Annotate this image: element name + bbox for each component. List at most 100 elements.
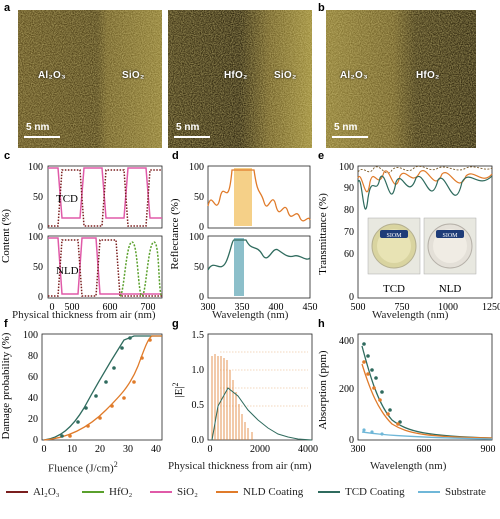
h-nld-fit	[361, 363, 493, 439]
h-xtick-600: 600	[417, 444, 432, 455]
h-ytick-200: 200	[339, 384, 354, 395]
tem-image-al2o3-hfo2: Al₂O₃ HfO₂ 5 nm	[326, 10, 476, 148]
g-ytick-0-5: 0.5	[192, 400, 205, 411]
f-xtick-10: 10	[67, 444, 77, 455]
legend-swatch-tcd	[318, 491, 340, 493]
f-ytick-40: 40	[28, 393, 38, 404]
f-tcd-points	[60, 336, 132, 438]
legend-swatch-hfo2	[82, 491, 104, 493]
legend-label-hfo2: HfO₂	[109, 486, 133, 498]
chart-reflectance: Reflectance (%) 100 50 0 100 50 0 300 35…	[169, 162, 318, 313]
c-xtick-700: 700	[141, 302, 156, 313]
c-ytick-bottom-100: 100	[28, 232, 43, 243]
tem3-left-label: Al₂O₃	[340, 70, 368, 81]
c-ytick-bottom-50: 50	[33, 262, 43, 273]
tem-image-al2o3-sio2: Al₂O₃ SiO₂ 5 nm	[18, 10, 162, 148]
panel-label-c: c	[4, 150, 11, 162]
g-guide-lines	[220, 351, 308, 407]
tem2-scale-bar	[174, 136, 210, 138]
f-xtick-40: 40	[151, 444, 161, 455]
c-ytick-top-0: 0	[38, 222, 43, 233]
f-ylabel: Damage probability (%)	[0, 332, 12, 439]
figure-legend: Al₂O₃ HfO₂ SiO₂ NLD Coating TCD Coating …	[0, 478, 500, 508]
d-ylabel: Reflectance (%)	[169, 198, 181, 269]
panel-label-e: e	[318, 150, 325, 162]
c-xtick-500: 500	[65, 302, 80, 313]
h-substrate-points	[362, 428, 384, 436]
c-ytick-bottom-0: 0	[38, 292, 43, 303]
legend-swatch-substrate	[418, 491, 440, 493]
chart-electric-field: |E|2 1.5 1.0 0.5 0.0 0 2000 4000	[171, 330, 318, 455]
c-top-sio2-line	[48, 167, 162, 219]
g-tcd-envelope	[211, 387, 313, 441]
e-frame	[357, 165, 493, 299]
legend-swatch-sio2	[150, 491, 172, 493]
f-ytick-80: 80	[28, 351, 38, 362]
legend-item-hfo2: HfO₂	[82, 486, 132, 498]
tem3-right-label: HfO₂	[416, 70, 440, 81]
d-ytick-top-50: 50	[194, 192, 204, 203]
e-ytick-90: 90	[344, 183, 354, 194]
c-ytick-top-100: 100	[28, 162, 43, 173]
e-xtick-1000: 1000	[438, 302, 458, 313]
e-photo-label-tcd: TCD	[383, 283, 405, 295]
c-xlabel: Physical thickness from air (nm)	[12, 309, 156, 321]
h-frame	[357, 333, 493, 441]
chart-transmittance: Transmittance (%) 100 90 80 70 60 0 SIOM…	[317, 162, 500, 313]
d-xtick-300: 300	[201, 302, 216, 313]
legend-swatch-al2o3	[6, 491, 28, 493]
c-tag-nld: NLD	[56, 265, 79, 277]
e-nld-logo-icon	[436, 230, 464, 238]
legend-label-sio2: SiO₂	[177, 486, 198, 498]
g-ytick-1-5: 1.5	[192, 330, 205, 341]
panel-label-a: a	[4, 2, 11, 14]
f-xlabel: Fluence (J/cm)2	[48, 460, 118, 475]
h-substrate-fit	[361, 431, 493, 440]
tem2-right-label: SiO₂	[274, 70, 297, 81]
tem-image-hfo2-sio2: HfO₂ SiO₂ 5 nm	[168, 10, 312, 148]
f-ytick-60: 60	[28, 372, 38, 383]
h-nld-points	[362, 360, 400, 426]
legend-item-tcd: TCD Coating	[318, 486, 405, 498]
e-ylabel: Transmittance (%)	[317, 193, 329, 275]
c-tag-tcd: TCD	[56, 193, 78, 205]
c-bottom-frame	[47, 235, 163, 299]
e-photo-nld: SIOM	[423, 217, 477, 275]
e-xtick-500: 500	[351, 302, 366, 313]
panel-label-f: f	[4, 318, 8, 330]
d-ytick-top-100: 100	[189, 162, 204, 173]
d-bottom-band	[234, 238, 244, 296]
f-xtick-0: 0	[42, 444, 47, 455]
h-ytick-0: 0	[349, 435, 354, 446]
g-xtick-4000: 4000	[298, 444, 318, 455]
legend-label-nld: NLD Coating	[243, 486, 304, 498]
g-frame	[207, 333, 313, 441]
h-xtick-300: 300	[351, 444, 366, 455]
d-ytick-bottom-0: 0	[199, 292, 204, 303]
e-ytick-70: 70	[344, 227, 354, 238]
g-ytick-1-0: 1.0	[192, 365, 205, 376]
c-top-al2o3-line	[48, 169, 162, 227]
e-xlabel: Wavelength (nm)	[372, 309, 449, 321]
c-top-frame	[47, 165, 163, 229]
e-photo-tcd: SIOM	[367, 217, 421, 275]
d-bottom-frame	[207, 235, 311, 299]
f-nld-points	[68, 338, 152, 438]
f-ytick-100: 100	[23, 330, 38, 341]
d-xlabel: Wavelength (nm)	[212, 309, 289, 321]
c-bottom-hfo2-line	[119, 241, 163, 297]
f-ytick-20: 20	[28, 414, 38, 425]
d-xtick-450: 450	[303, 302, 318, 313]
f-nld-fit	[43, 335, 162, 441]
tem1-scale-bar	[24, 136, 60, 138]
d-top-nld-line	[207, 169, 311, 222]
f-tcd-fit	[43, 335, 162, 441]
h-tcd-points	[362, 342, 402, 424]
e-tcd-logo-text: SIOM	[386, 233, 402, 239]
c-xtick-0: 0	[50, 302, 55, 313]
h-ytick-400: 400	[339, 336, 354, 347]
legend-swatch-nld	[216, 491, 238, 493]
e-ytick-0: 0	[349, 292, 354, 303]
legend-item-al2o3: Al₂O₃	[6, 486, 60, 498]
g-ylabel: |E|2	[171, 382, 185, 397]
